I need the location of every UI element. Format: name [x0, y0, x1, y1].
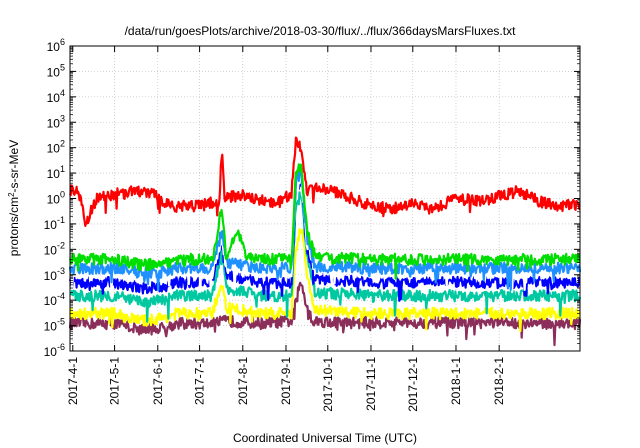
- y-tick-label-base: 10: [44, 345, 58, 359]
- y-tick-label-base: 10: [47, 116, 61, 130]
- y-tick-label: 10-4: [44, 291, 65, 308]
- y-tick-label-exponent: -4: [57, 291, 65, 301]
- y-tick-label-exponent: -6: [57, 342, 65, 352]
- y-axis-label-main: protons/cm: [7, 197, 21, 256]
- y-tick-label: 10-3: [44, 266, 65, 283]
- y-tick-label: 10-6: [44, 342, 65, 359]
- y-tick-label: 102: [47, 139, 65, 156]
- series-line-6: [68, 163, 581, 280]
- x-tick-label: 2018-1-1: [449, 357, 463, 405]
- y-tick-label: 10-5: [44, 317, 65, 334]
- y-tick-label-base: 10: [44, 294, 58, 308]
- series-line-0: [68, 281, 582, 347]
- y-tick-label: 104: [47, 88, 65, 105]
- y-tick-label-base: 10: [44, 243, 58, 257]
- series-line-1: [69, 228, 582, 333]
- y-tick-label: 106: [47, 37, 65, 54]
- y-tick-label: 105: [47, 62, 65, 79]
- series-line-5: [68, 167, 582, 292]
- y-tick-label-base: 10: [47, 142, 61, 156]
- y-tick-label-base: 10: [47, 91, 61, 105]
- chart-title: /data/run/goesPlots/archive/2018-03-30/f…: [125, 24, 517, 38]
- series-line-3: [68, 181, 581, 302]
- x-axis-label: Coordinated Universal Time (UTC): [233, 431, 417, 445]
- y-tick-label-exponent: 0: [60, 190, 65, 200]
- x-tick-label: 2017-6-1: [151, 357, 165, 405]
- y-tick-label-base: 10: [44, 269, 58, 283]
- series-line-2: [69, 191, 582, 323]
- x-tick-label: 2017-7-1: [193, 357, 207, 405]
- y-tick-label-exponent: 6: [60, 37, 65, 47]
- y-tick-label: 10-2: [44, 240, 65, 257]
- y-tick-label-base: 10: [47, 167, 61, 181]
- y-tick-label-base: 10: [44, 320, 58, 334]
- y-tick-label: 10-1: [44, 215, 65, 232]
- x-tick-label: 2017-11-1: [364, 357, 378, 411]
- series-layer: [68, 136, 582, 347]
- y-tick-label-exponent: 3: [60, 113, 65, 123]
- y-tick-label-exponent: -1: [57, 215, 65, 225]
- y-tick-label-exponent: 1: [60, 164, 65, 174]
- y-tick-label-exponent: 5: [60, 62, 65, 72]
- y-tick-label-base: 10: [47, 65, 61, 79]
- y-tick-label-base: 10: [44, 218, 58, 232]
- y-tick-label-exponent: 2: [60, 139, 65, 149]
- y-axis-label-superscript: 2: [7, 192, 16, 197]
- series-line-7: [68, 136, 581, 227]
- x-tick-label: 2017-4-1: [66, 357, 80, 405]
- x-tick-label: 2017-10-1: [321, 357, 335, 412]
- y-axis-label: protons/cm2-s-sr-MeV: [7, 140, 22, 256]
- y-tick-label-base: 10: [47, 40, 61, 54]
- x-tick-label: 2017-9-1: [279, 357, 293, 405]
- y-axis-label-rest: -s-sr-MeV: [7, 140, 21, 193]
- y-tick-label-base: 10: [47, 193, 61, 207]
- y-tick-label-exponent: -2: [57, 240, 65, 250]
- x-tick-label: 2017-12-1: [406, 357, 420, 412]
- x-tick-label: 2017-8-1: [236, 357, 250, 405]
- y-tick-label: 101: [47, 164, 65, 181]
- x-tick-label: 2017-5-1: [108, 357, 122, 405]
- y-tick-label-exponent: -3: [57, 266, 65, 276]
- axes: 10-610-510-410-310-210-11001011021031041…: [44, 37, 580, 412]
- x-tick-label: 2018-2-1: [492, 357, 506, 405]
- y-tick-label-exponent: 4: [60, 88, 65, 98]
- y-tick-label: 103: [47, 113, 65, 130]
- y-tick-label: 100: [47, 190, 65, 207]
- y-tick-label-exponent: -5: [57, 317, 65, 327]
